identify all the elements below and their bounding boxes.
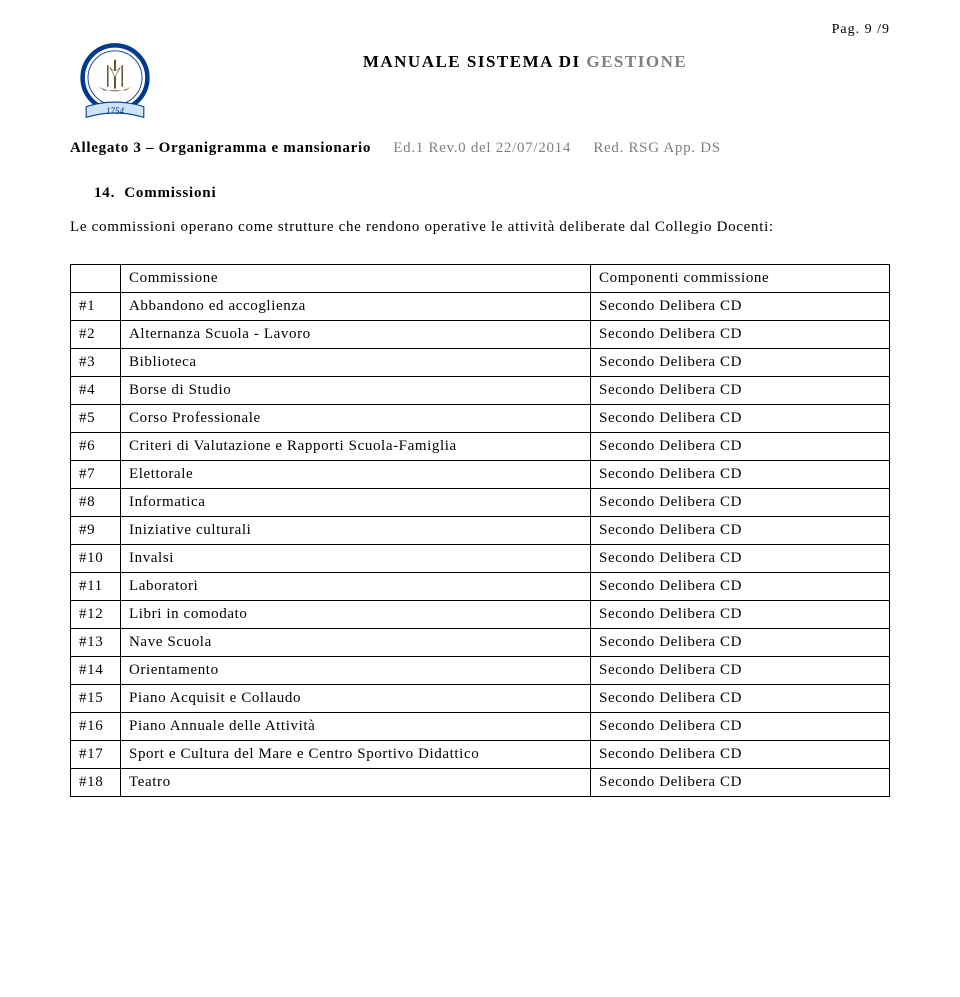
section-heading: 14. Commissioni xyxy=(70,185,890,202)
row-index: #13 xyxy=(71,628,121,656)
table-row: #10InvalsiSecondo Delibera CD xyxy=(71,544,890,572)
row-index: #3 xyxy=(71,348,121,376)
logo-year: 1754 xyxy=(106,106,125,116)
table-row: #17Sport e Cultura del Mare e Centro Spo… xyxy=(71,740,890,768)
row-commissione: Orientamento xyxy=(121,656,591,684)
row-componenti: Secondo Delibera CD xyxy=(591,320,890,348)
row-componenti: Secondo Delibera CD xyxy=(591,488,890,516)
row-index: #1 xyxy=(71,292,121,320)
section-number: 14. xyxy=(94,185,115,201)
row-commissione: Piano Annuale delle Attività xyxy=(121,712,591,740)
row-commissione: Alternanza Scuola - Lavoro xyxy=(121,320,591,348)
row-index: #14 xyxy=(71,656,121,684)
table-body: #1Abbandono ed accoglienzaSecondo Delibe… xyxy=(71,292,890,796)
row-componenti: Secondo Delibera CD xyxy=(591,712,890,740)
row-commissione: Biblioteca xyxy=(121,348,591,376)
row-commissione: Piano Acquisit e Collaudo xyxy=(121,684,591,712)
table-header-comp: Componenti commissione xyxy=(591,264,890,292)
table-row: #5Corso ProfessionaleSecondo Delibera CD xyxy=(71,404,890,432)
meta-red: Red. RSG App. DS xyxy=(593,140,720,156)
row-index: #15 xyxy=(71,684,121,712)
row-commissione: Criteri di Valutazione e Rapporti Scuola… xyxy=(121,432,591,460)
row-componenti: Secondo Delibera CD xyxy=(591,376,890,404)
row-componenti: Secondo Delibera CD xyxy=(591,572,890,600)
row-commissione: Iniziative culturali xyxy=(121,516,591,544)
row-commissione: Sport e Cultura del Mare e Centro Sporti… xyxy=(121,740,591,768)
meta-attachment: Allegato 3 – Organigramma e mansionario xyxy=(70,140,371,156)
table-row: #12Libri in comodatoSecondo Delibera CD xyxy=(71,600,890,628)
row-componenti: Secondo Delibera CD xyxy=(591,348,890,376)
row-componenti: Secondo Delibera CD xyxy=(591,292,890,320)
row-index: #5 xyxy=(71,404,121,432)
table-row: #18TeatroSecondo Delibera CD xyxy=(71,768,890,796)
row-index: #11 xyxy=(71,572,121,600)
table-row: #16Piano Annuale delle AttivitàSecondo D… xyxy=(71,712,890,740)
school-logo-icon: 1754 xyxy=(70,40,160,130)
row-componenti: Secondo Delibera CD xyxy=(591,404,890,432)
row-commissione: Laboratori xyxy=(121,572,591,600)
table-row: #15Piano Acquisit e CollaudoSecondo Deli… xyxy=(71,684,890,712)
table-row: #11LaboratoriSecondo Delibera CD xyxy=(71,572,890,600)
row-componenti: Secondo Delibera CD xyxy=(591,656,890,684)
row-componenti: Secondo Delibera CD xyxy=(591,516,890,544)
meta-edition: Ed.1 Rev.0 del xyxy=(393,140,495,156)
table-row: #7ElettoraleSecondo Delibera CD xyxy=(71,460,890,488)
row-componenti: Secondo Delibera CD xyxy=(591,432,890,460)
row-index: #2 xyxy=(71,320,121,348)
row-index: #4 xyxy=(71,376,121,404)
row-componenti: Secondo Delibera CD xyxy=(591,628,890,656)
row-commissione: Invalsi xyxy=(121,544,591,572)
table-row: #4Borse di StudioSecondo Delibera CD xyxy=(71,376,890,404)
table-row: #2Alternanza Scuola - LavoroSecondo Deli… xyxy=(71,320,890,348)
table-row: #8InformaticaSecondo Delibera CD xyxy=(71,488,890,516)
row-index: #6 xyxy=(71,432,121,460)
row-index: #7 xyxy=(71,460,121,488)
table-row: #1Abbandono ed accoglienzaSecondo Delibe… xyxy=(71,292,890,320)
doc-title-prefix: MANUALE SISTEMA DI xyxy=(363,52,587,71)
row-index: #8 xyxy=(71,488,121,516)
row-index: #16 xyxy=(71,712,121,740)
row-commissione: Corso Professionale xyxy=(121,404,591,432)
table-header-row: Commissione Componenti commissione xyxy=(71,264,890,292)
document-page: Pag. 9 /9 1754 MANUALE SISTEMA DI GESTIO… xyxy=(0,0,960,997)
row-index: #17 xyxy=(71,740,121,768)
table-row: #3BibliotecaSecondo Delibera CD xyxy=(71,348,890,376)
table-header-name: Commissione xyxy=(121,264,591,292)
row-componenti: Secondo Delibera CD xyxy=(591,544,890,572)
row-index: #12 xyxy=(71,600,121,628)
row-commissione: Elettorale xyxy=(121,460,591,488)
row-commissione: Libri in comodato xyxy=(121,600,591,628)
row-componenti: Secondo Delibera CD xyxy=(591,684,890,712)
row-componenti: Secondo Delibera CD xyxy=(591,600,890,628)
row-componenti: Secondo Delibera CD xyxy=(591,740,890,768)
meta-date: 22/07/2014 xyxy=(496,140,571,156)
table-row: #6Criteri di Valutazione e Rapporti Scuo… xyxy=(71,432,890,460)
row-commissione: Nave Scuola xyxy=(121,628,591,656)
row-componenti: Secondo Delibera CD xyxy=(591,768,890,796)
row-commissione: Abbandono ed accoglienza xyxy=(121,292,591,320)
row-componenti: Secondo Delibera CD xyxy=(591,460,890,488)
row-index: #9 xyxy=(71,516,121,544)
section-body: Le commissioni operano come strutture ch… xyxy=(70,212,890,244)
table-row: #13Nave ScuolaSecondo Delibera CD xyxy=(71,628,890,656)
page-number: Pag. 9 /9 xyxy=(832,22,890,38)
table-row: #9Iniziative culturaliSecondo Delibera C… xyxy=(71,516,890,544)
document-title: MANUALE SISTEMA DI GESTIONE xyxy=(160,52,890,72)
commissione-table: Commissione Componenti commissione #1Abb… xyxy=(70,264,890,797)
table-header-idx xyxy=(71,264,121,292)
row-index: #10 xyxy=(71,544,121,572)
row-commissione: Informatica xyxy=(121,488,591,516)
table-row: #14OrientamentoSecondo Delibera CD xyxy=(71,656,890,684)
header-row: 1754 MANUALE SISTEMA DI GESTIONE xyxy=(70,40,890,130)
row-commissione: Borse di Studio xyxy=(121,376,591,404)
section-title: Commissioni xyxy=(124,185,216,201)
row-index: #18 xyxy=(71,768,121,796)
document-meta: Allegato 3 – Organigramma e mansionario … xyxy=(70,140,890,157)
row-commissione: Teatro xyxy=(121,768,591,796)
doc-title-grey: GESTIONE xyxy=(586,52,687,71)
